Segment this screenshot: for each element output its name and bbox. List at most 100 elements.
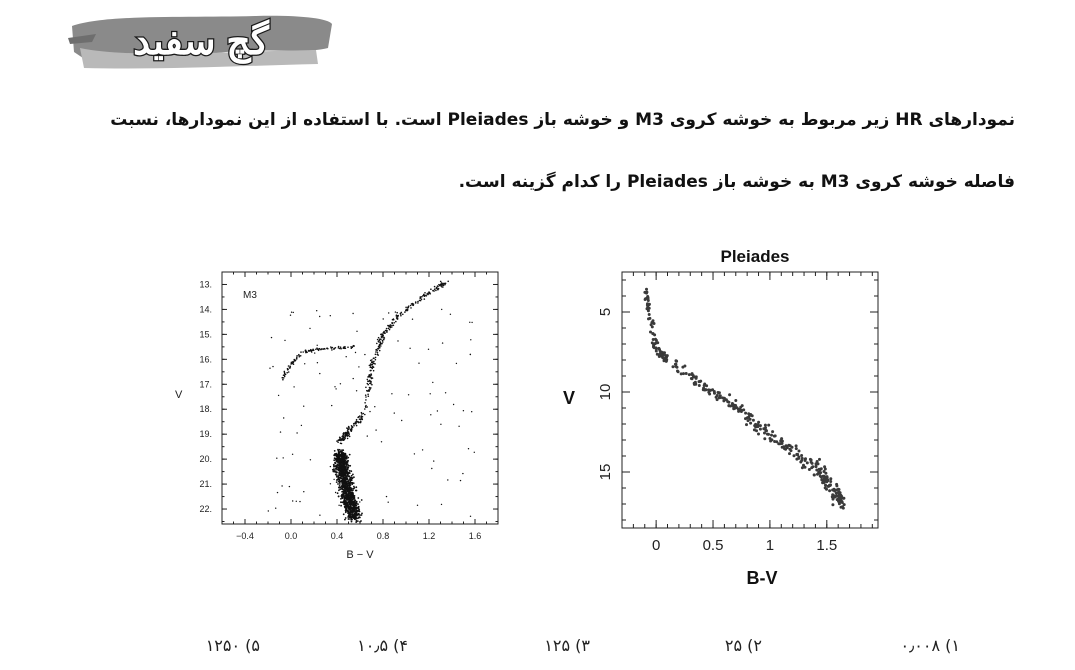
- pleiades-data-point: [823, 486, 827, 490]
- m3-data-point: [342, 432, 345, 435]
- m3-data-point: [432, 381, 434, 384]
- pleiades-data-point: [704, 388, 708, 392]
- pleiades-data-point: [780, 445, 784, 449]
- m3-data-point: [376, 350, 378, 352]
- m3-data-point: [467, 448, 470, 450]
- m3-data-point: [405, 309, 407, 312]
- m3-data-point: [348, 501, 351, 503]
- pleiades-data-point: [823, 467, 827, 471]
- m3-data-point: [342, 472, 345, 474]
- m3-data-point: [343, 454, 346, 456]
- m3-data-point: [319, 372, 321, 375]
- m3-data-point: [346, 455, 348, 457]
- m3-data-point: [335, 470, 337, 472]
- m3-data-point: [339, 450, 342, 453]
- option-2[interactable]: ۲) ۲۵: [724, 636, 762, 655]
- m3-data-point: [303, 491, 305, 493]
- answer-options: ۱) ۰٫۰۰۸ ۲) ۲۵ ۳) ۱۲۵ ۴) ۱۰٫۵ ۵) ۱۲۵۰: [170, 636, 970, 664]
- m3-data-point: [361, 512, 363, 515]
- m3-data-point: [326, 347, 328, 350]
- m3-data-point: [375, 351, 377, 353]
- m3-data-point: [367, 383, 369, 386]
- m3-data-point: [387, 327, 390, 330]
- pleiades-data-point: [689, 377, 693, 380]
- m3-data-point: [336, 463, 339, 466]
- pleiades-data-point: [792, 454, 796, 458]
- m3-data-point: [355, 500, 358, 503]
- m3-data-point: [283, 417, 285, 419]
- m3-data-point: [286, 371, 288, 374]
- m3-data-point: [430, 414, 432, 416]
- m3-data-point: [369, 366, 372, 369]
- pleiades-data-point: [675, 365, 679, 369]
- m3-data-point: [343, 455, 346, 458]
- pleiades-data-point: [665, 354, 669, 358]
- m3-data-point: [359, 418, 362, 421]
- m3-data-point: [343, 346, 345, 349]
- m3-data-point: [292, 500, 294, 502]
- m3-data-point: [397, 340, 399, 342]
- m3-data-point: [315, 348, 317, 351]
- m3-data-point: [340, 459, 343, 462]
- m3-data-point: [300, 424, 303, 427]
- m3-data-point: [343, 500, 345, 503]
- m3-data-point: [290, 311, 293, 313]
- m3-data-point: [342, 436, 345, 439]
- m3-data-point: [334, 491, 337, 494]
- m3-data-point: [349, 508, 352, 510]
- pleiades-data-point: [722, 396, 726, 400]
- m3-data-point: [339, 458, 342, 460]
- m3-data-point: [391, 324, 393, 327]
- pleiades-data-point: [650, 325, 654, 329]
- m3-data-point: [407, 394, 410, 396]
- m3-data-point: [351, 516, 353, 519]
- m3-data-point: [355, 506, 358, 509]
- m3-data-point: [367, 393, 369, 396]
- m3-data-point: [337, 483, 339, 485]
- m3-data-point: [309, 327, 311, 330]
- option-5[interactable]: ۵) ۱۲۵۰: [205, 636, 260, 655]
- pleiades-data-point: [697, 380, 701, 384]
- m3-data-point: [350, 346, 352, 348]
- m3-data-point: [354, 351, 357, 354]
- pleiades-data-point: [795, 452, 799, 456]
- m3-data-point: [350, 427, 353, 430]
- m3-data-point: [348, 433, 350, 435]
- m3-data-point: [407, 306, 410, 309]
- m3-data-point: [364, 353, 366, 356]
- m3-data-point: [343, 487, 346, 490]
- pleiades-data-point: [826, 484, 830, 488]
- pleiades-data-point: [674, 359, 678, 363]
- m3-data-point: [417, 302, 419, 304]
- option-3[interactable]: ۳) ۱۲۵: [544, 636, 590, 655]
- m3-data-point: [360, 416, 363, 418]
- m3-data-point: [339, 486, 342, 489]
- m3-data-point: [279, 431, 282, 433]
- m3-data-point: [339, 383, 342, 385]
- pleiades-data-point: [717, 391, 721, 395]
- pleiades-data-point: [734, 399, 738, 402]
- pleiades-data-point: [734, 404, 738, 407]
- m3-data-point: [388, 312, 390, 314]
- m3-data-point: [349, 476, 352, 479]
- pleiades-data-point: [805, 461, 809, 465]
- pleiades-data-point: [817, 467, 821, 471]
- m3-data-point: [355, 486, 358, 489]
- m3-y-tick-label: 15.: [199, 329, 212, 339]
- m3-data-point: [343, 436, 346, 439]
- m3-data-point: [341, 454, 343, 456]
- m3-data-point: [341, 472, 344, 474]
- m3-data-point: [360, 411, 363, 414]
- option-1[interactable]: ۱) ۰٫۰۰۸: [900, 636, 961, 655]
- m3-data-point: [351, 502, 353, 505]
- m3-inset-label: M3: [243, 290, 257, 301]
- m3-data-point: [338, 478, 341, 481]
- m3-data-point: [470, 339, 472, 341]
- m3-data-point: [352, 423, 355, 425]
- m3-data-point: [440, 282, 443, 284]
- option-4[interactable]: ۴) ۱۰٫۵: [357, 636, 408, 655]
- m3-data-point: [338, 485, 341, 487]
- m3-data-point: [346, 437, 349, 440]
- m3-x-tick-label: 0.0: [285, 531, 298, 541]
- m3-data-point: [342, 513, 345, 516]
